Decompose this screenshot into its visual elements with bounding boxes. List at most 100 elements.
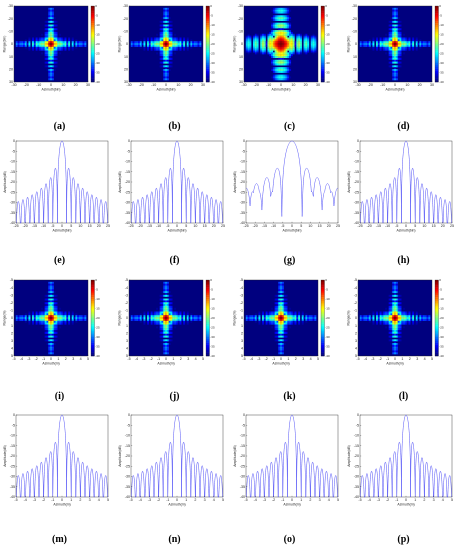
heatmap-cell (419, 313, 422, 316)
heatmap-cell (55, 294, 58, 297)
heatmap-cell (159, 309, 162, 312)
x-tick-label: -2 (272, 498, 275, 502)
heatmap-cell (299, 48, 302, 51)
heatmap-cell (190, 43, 193, 46)
colorbar-frame (90, 279, 95, 357)
heatmap-cell (312, 48, 315, 51)
heatmap-cell (310, 317, 313, 320)
heatmap-cell (50, 298, 53, 301)
x-axis-label: Azimuth(m) (283, 503, 300, 507)
heatmap-cell (148, 315, 151, 318)
heatmap-cell (283, 313, 286, 316)
heatmap-cell (283, 61, 286, 64)
heatmap-cell (48, 30, 51, 33)
heatmap-cell (48, 350, 51, 353)
heatmap-cell (419, 44, 422, 47)
heatmap-cell (46, 318, 49, 321)
heatmap-cell (165, 311, 168, 314)
heatmap-cell (50, 304, 53, 307)
heatmap-cell (280, 320, 283, 323)
heatmap-cell (401, 48, 404, 51)
heatmap-cell (271, 307, 274, 310)
colorbar-step (435, 32, 439, 35)
heatmap-cell (379, 313, 382, 316)
colorbar-tick-label: -20 (95, 316, 100, 320)
colorbar-step (206, 350, 210, 353)
x-tick-label: 0 (50, 357, 52, 361)
heatmap-cell (292, 37, 295, 40)
heatmap-cell (170, 313, 173, 316)
heatmap-cell (44, 48, 47, 51)
heatmap-cell (412, 322, 415, 325)
heatmap-cell (50, 30, 53, 33)
heatmap-cell (46, 307, 49, 310)
y-axis-label: Range(m) (118, 310, 122, 325)
heatmap-cell (424, 41, 427, 44)
heatmap-cell (50, 287, 53, 290)
heatmap-cell (395, 33, 398, 36)
heatmap-cell (51, 24, 54, 27)
heatmap-cell (161, 44, 164, 47)
heatmap-cell (376, 43, 378, 46)
heatmap-cell (388, 65, 391, 68)
colorbar-step (321, 47, 325, 50)
heatmap-cell (17, 318, 20, 321)
heatmap-cell (426, 44, 429, 47)
heatmap-cell (397, 17, 400, 20)
colorbar-tick-label: -30 (439, 61, 444, 65)
heatmap-cell (46, 20, 49, 23)
heatmap-cell (168, 65, 171, 68)
heatmap-cell (283, 326, 286, 329)
heatmap-cell (41, 37, 44, 40)
heatmap-cell (395, 69, 398, 72)
heatmap-cell (71, 48, 74, 51)
heatmap-cell (372, 320, 375, 323)
heatmap-cell (281, 78, 284, 81)
heatmap-cell (19, 41, 22, 44)
heatmap-cell (37, 320, 40, 323)
heatmap-cell (269, 322, 272, 325)
heatmap-cell (392, 324, 395, 327)
heatmap-cell (294, 322, 297, 325)
heatmap-cell (41, 48, 44, 51)
colorbar-step (321, 295, 325, 298)
colorbar: 0-5-10-15-20-25-30-35-40 (205, 4, 215, 84)
colorbar-step (206, 318, 210, 321)
heatmap-cell (17, 315, 20, 318)
heatmap-cell (84, 41, 87, 44)
heatmap-cell (165, 54, 168, 57)
heatmap-cell (156, 37, 159, 40)
heatmap-cell (199, 318, 202, 321)
heatmap-cell (170, 33, 173, 36)
heatmap-cell (265, 322, 268, 325)
heatmap-cell (392, 24, 395, 27)
heatmap-cell (50, 331, 53, 334)
heatmap-cell (281, 335, 284, 338)
heatmap-cell (172, 43, 175, 46)
colorbar-step (435, 9, 439, 12)
heatmap-cell (403, 318, 406, 321)
heatmap-cell (186, 43, 189, 46)
heatmap-cell (368, 315, 371, 318)
heatmap-cell (168, 339, 171, 342)
colorbar-tick-label: -25 (325, 52, 330, 56)
heatmap-cell (386, 315, 389, 318)
heatmap-cell (359, 315, 362, 318)
heatmap-cell (168, 48, 171, 51)
heatmap-cell (287, 31, 290, 34)
heatmap-cell (183, 318, 186, 321)
heatmap-cell (395, 346, 398, 349)
heatmap-cell (51, 300, 54, 303)
heatmap-cell (285, 59, 288, 62)
heatmap-cell (51, 313, 54, 316)
colorbar-step (91, 57, 95, 60)
heatmap-cell (388, 20, 391, 23)
heatmap-cell (15, 315, 18, 318)
heatmap-cell (296, 318, 299, 321)
y-tick-label: -15 (354, 444, 359, 448)
heatmap-cell (46, 33, 49, 36)
heatmap-cell (395, 11, 398, 14)
heatmap-cell (274, 17, 277, 20)
heatmap-cells (359, 281, 431, 355)
heatmap-cell (48, 305, 51, 308)
